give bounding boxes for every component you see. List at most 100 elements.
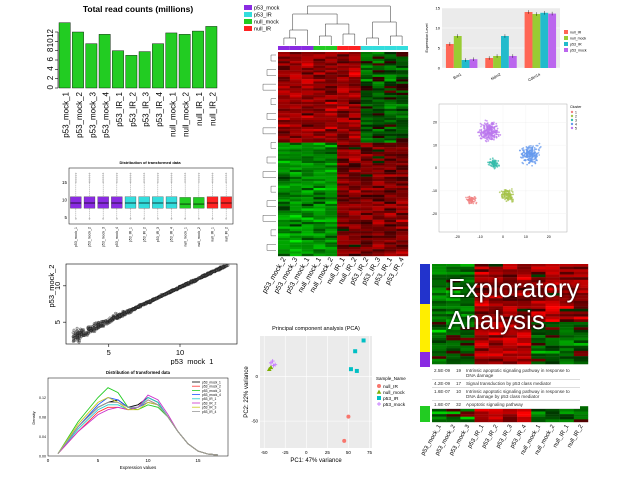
- heatmap-cell: [432, 266, 447, 270]
- heatmap-cell: [396, 206, 409, 209]
- heatmap-cell: [396, 215, 409, 218]
- heatmap-cell: [278, 124, 291, 127]
- bar: [165, 32, 178, 89]
- heatmap-cell: [313, 172, 326, 175]
- heatmap-cell: [372, 210, 385, 214]
- heatmap-cell: [348, 74, 361, 78]
- heatmap-cell: [337, 70, 350, 73]
- heatmap-cell: [517, 329, 532, 333]
- y-tick-label: -20: [432, 212, 437, 216]
- point: [491, 132, 494, 135]
- heatmap-cell: [517, 332, 532, 336]
- heatmap-cell: [446, 361, 461, 365]
- heatmap-cell: [289, 210, 302, 214]
- heatmap-cell: [531, 332, 546, 336]
- point: [528, 161, 531, 164]
- heatmap-cell: [517, 348, 532, 352]
- heatmap-cell: [474, 414, 489, 417]
- heatmap-cell: [396, 176, 409, 180]
- heatmap-cell: [372, 249, 385, 252]
- heatmap-cell: [517, 308, 532, 312]
- x-tick-label: p53_IR_4: [170, 227, 174, 242]
- heatmap-cell: [502, 295, 518, 299]
- outlier: [116, 177, 118, 179]
- x-tick-label: p53_IR_2: [128, 91, 137, 126]
- legend-label: 5: [575, 126, 577, 130]
- heatmap-cell: [289, 215, 302, 218]
- point: [506, 190, 509, 193]
- column-color-bar: [337, 46, 349, 50]
- heatmap-cell: [384, 122, 397, 125]
- heatmap-cell: [517, 327, 532, 331]
- heatmap-cell: [396, 244, 409, 248]
- heatmap-cell: [432, 269, 447, 273]
- heatmap-cell: [278, 240, 291, 243]
- outlier: [198, 174, 200, 177]
- heatmap-cell: [289, 242, 302, 245]
- legend-swatch: [570, 118, 574, 122]
- heatmap-cell: [545, 327, 560, 331]
- heatmap-cell: [372, 129, 385, 132]
- heatmap-cell: [384, 72, 397, 75]
- heatmap-cell: [337, 92, 350, 96]
- row-dendrogram: [266, 244, 276, 251]
- heatmap-cell: [301, 74, 314, 78]
- heatmap-cell: [289, 120, 302, 123]
- heatmap-cell: [446, 264, 461, 267]
- heatmap-cell: [432, 348, 447, 352]
- heatmap-cell: [372, 101, 385, 105]
- heatmap-cell: [348, 117, 361, 121]
- heatmap-cell: [531, 408, 546, 412]
- outlier: [170, 181, 173, 183]
- heatmap-cell: [384, 231, 397, 234]
- heatmap-cell: [432, 414, 447, 417]
- heatmap-cell: [289, 192, 302, 195]
- point: [211, 270, 215, 274]
- heatmap-cell: [446, 348, 461, 352]
- heatmap-cell: [360, 228, 373, 232]
- heatmap-cell: [384, 54, 397, 57]
- heatmap-cell: [301, 86, 314, 89]
- heatmap-cell: [372, 158, 385, 161]
- heatmap-cell: [301, 113, 314, 116]
- heatmap-cell: [278, 110, 291, 114]
- heatmap-cell: [348, 88, 361, 91]
- heatmap-cell: [337, 140, 350, 143]
- heatmap-cell: [278, 104, 291, 107]
- heatmap-cell: [502, 411, 518, 415]
- heatmap-cell: [396, 142, 409, 146]
- legend-label: p53_IR_4: [202, 410, 216, 414]
- heatmap-cell: [301, 235, 314, 239]
- point: [105, 321, 109, 325]
- heatmap-cell: [396, 237, 409, 241]
- heatmap-cell: [474, 419, 489, 423]
- y-axis-label: Expression Level: [425, 23, 429, 52]
- point: [536, 144, 539, 147]
- heatmap-cell: [278, 169, 291, 173]
- heatmap-cell: [531, 348, 546, 352]
- heatmap-cell: [488, 419, 504, 423]
- heatmap-cell: [502, 298, 518, 302]
- heatmap-cell: [337, 228, 350, 232]
- heatmap-cell: [313, 215, 326, 218]
- x-tick-label: Bmi1: [453, 72, 462, 80]
- point: [480, 133, 483, 136]
- outlier: [184, 181, 186, 183]
- heatmap-cell: [325, 56, 338, 59]
- heatmap-cell: [372, 92, 385, 96]
- heatmap-cell: [432, 308, 447, 312]
- row-dendrogram: [266, 113, 276, 120]
- heatmap-cell: [372, 133, 385, 137]
- heatmap-cell: [502, 353, 518, 357]
- heatmap-cell: [488, 337, 504, 341]
- point: [225, 264, 228, 268]
- heatmap-cell: [396, 217, 409, 220]
- point: [483, 130, 486, 133]
- point: [533, 149, 536, 152]
- heatmap-cell: [313, 122, 326, 125]
- read-counts-chart: Total read counts (millions) 0 2 4 6 8 10 12 p53…: [30, 0, 230, 150]
- heatmap-cell: [372, 190, 385, 193]
- heatmap-cell: [545, 411, 560, 415]
- point: [510, 188, 513, 190]
